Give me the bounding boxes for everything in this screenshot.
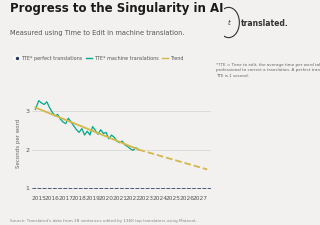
Text: translated.: translated.: [241, 19, 288, 28]
Text: *TTE = Time to edit, the average time per word taken by a
professional to correc: *TTE = Time to edit, the average time pe…: [216, 63, 320, 78]
Text: Source: Translated's data from 2B sentences edited by 136K top translators using: Source: Translated's data from 2B senten…: [10, 219, 196, 223]
Text: t: t: [227, 20, 230, 26]
Legend: TTE* perfect translations, TTE* machine translations, Trend: TTE* perfect translations, TTE* machine …: [12, 54, 185, 63]
Y-axis label: Seconds per word: Seconds per word: [16, 118, 21, 167]
Text: Progress to the Singularity in AI: Progress to the Singularity in AI: [10, 2, 223, 15]
Text: Measured using Time to Edit in machine translation.: Measured using Time to Edit in machine t…: [10, 30, 184, 36]
